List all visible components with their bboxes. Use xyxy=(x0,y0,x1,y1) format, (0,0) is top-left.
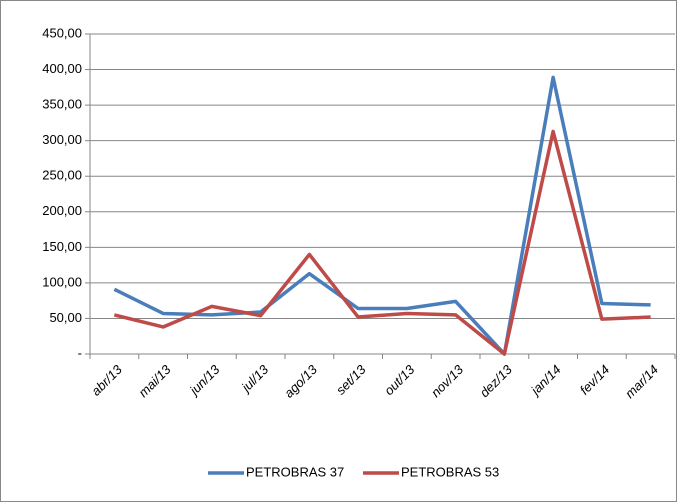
legend-label: PETROBRAS 37 xyxy=(246,464,344,479)
series-line xyxy=(113,75,651,356)
y-tick-label: 350,00 xyxy=(42,97,82,112)
y-tick-label: 200,00 xyxy=(42,203,82,218)
y-tick-label: 150,00 xyxy=(42,239,82,254)
y-tick-label: 50,00 xyxy=(49,310,82,325)
y-tick-label: 250,00 xyxy=(42,168,82,183)
legend-label: PETROBRAS 53 xyxy=(401,464,499,479)
y-tick-label: 100,00 xyxy=(42,274,82,289)
series-line xyxy=(113,129,651,356)
y-tick-label: 450,00 xyxy=(42,25,82,40)
y-tick-label: 400,00 xyxy=(42,61,82,76)
y-tick-label: - xyxy=(78,345,82,360)
y-tick-label: 300,00 xyxy=(42,132,82,147)
